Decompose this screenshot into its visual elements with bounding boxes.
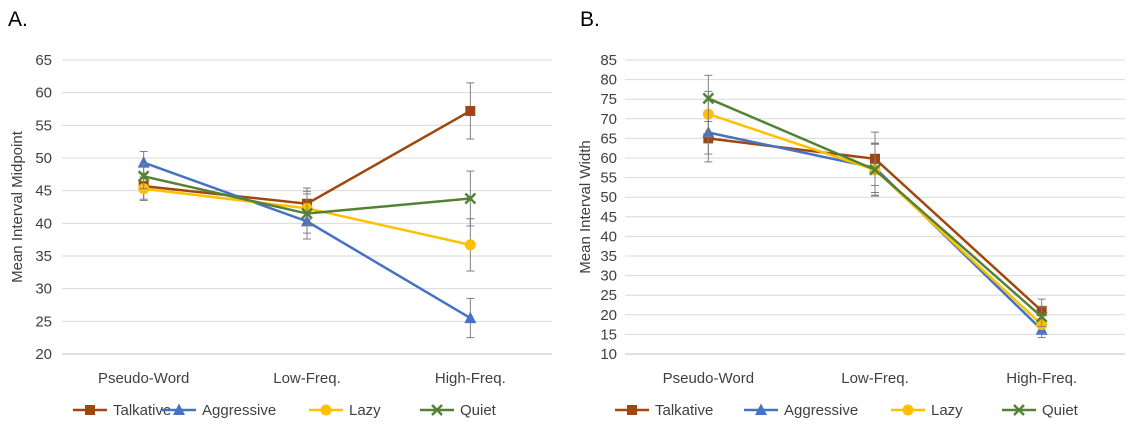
y-axis-label: Mean Interval Midpoint	[9, 130, 26, 283]
y-tick-label: 35	[35, 248, 52, 265]
legend: Talkative Aggressive Lazy Quiet	[615, 402, 1079, 419]
legend-label: Aggressive	[202, 402, 276, 419]
y-tick-label: 40	[35, 215, 52, 232]
y-tick-label: 70	[600, 111, 617, 128]
legend-marker	[902, 404, 914, 416]
series-lazy	[702, 90, 1048, 334]
y-tick-label: 45	[600, 209, 617, 226]
legend-item-talkative: Talkative	[615, 402, 713, 419]
y-tick-label: 10	[600, 346, 617, 363]
y-tick-label: 25	[35, 313, 52, 330]
x-tick-label: High-Freq.	[1006, 370, 1077, 387]
x-tick-label: High-Freq.	[435, 370, 506, 387]
legend-marker	[431, 404, 443, 416]
legend: Talkative Aggressive Lazy Quiet	[73, 402, 497, 419]
data-point	[869, 163, 881, 176]
y-tick-label: 55	[600, 170, 617, 187]
chart-panel-a: A. 20 25 30 35 40 45 50 55 60 65 Mean Interval Midp…	[8, 8, 552, 419]
data-point	[464, 311, 477, 324]
legend-marker	[755, 403, 767, 415]
legend-marker	[1013, 404, 1025, 416]
x-tick-label: Pseudo-Word	[98, 370, 189, 387]
data-point	[137, 156, 150, 168]
y-tick-label: 30	[600, 268, 617, 285]
x-tick-label: Low-Freq.	[273, 370, 341, 387]
legend-item-quiet: Quiet	[420, 402, 497, 419]
legend-label: Lazy	[349, 402, 381, 419]
legend-item-lazy: Lazy	[891, 402, 963, 419]
data-point	[1035, 310, 1048, 323]
legend-marker	[173, 403, 185, 415]
legend-marker	[320, 404, 332, 416]
legend-item-lazy: Lazy	[309, 402, 381, 419]
data-point	[464, 192, 477, 205]
data-point	[702, 92, 715, 105]
y-tick-label: 30	[35, 281, 52, 298]
legend-label: Quiet	[1042, 402, 1079, 419]
legend-marker	[85, 405, 95, 415]
y-tick-label: 65	[35, 52, 52, 69]
y-tick-label: 75	[600, 91, 617, 108]
data-point	[465, 105, 476, 116]
data-point	[137, 170, 150, 183]
y-tick-label: 40	[600, 228, 617, 245]
y-tick-label: 50	[600, 189, 617, 206]
y-tick-label: 60	[35, 85, 52, 102]
chart-panel-b: B. 10 15 20 25 30 35 40 45 50 55 60 65 70 75 80 85 Mean I…	[577, 8, 1125, 419]
y-tick-label: 80	[600, 72, 617, 89]
y-tick-label: 55	[35, 117, 52, 134]
x-tick-label: Pseudo-Word	[663, 370, 754, 387]
legend-item-aggressive: Aggressive	[162, 402, 276, 419]
legend-label: Lazy	[931, 402, 963, 419]
data-point	[464, 239, 476, 251]
data-point	[301, 207, 313, 220]
y-tick-label: 35	[600, 248, 617, 265]
y-tick-label: 50	[35, 150, 52, 167]
y-tick-label: 60	[600, 150, 617, 167]
y-tick-label: 20	[600, 307, 617, 324]
series-aggressive	[137, 150, 477, 339]
legend-item-quiet: Quiet	[1002, 402, 1079, 419]
series-quiet	[137, 163, 477, 234]
series-quiet	[702, 74, 1048, 328]
y-axis-label: Mean Interval Width	[577, 140, 594, 273]
legend-label: Talkative	[655, 402, 713, 419]
panel-label: A.	[8, 8, 28, 31]
legend-item-aggressive: Aggressive	[744, 402, 858, 419]
legend-item-talkative: Talkative	[73, 402, 171, 419]
legend-label: Talkative	[113, 402, 171, 419]
y-tick-label: 85	[600, 52, 617, 69]
y-tick-label: 45	[35, 183, 52, 200]
legend-marker	[627, 405, 637, 415]
y-tick-label: 25	[600, 287, 617, 304]
legend-label: Quiet	[460, 402, 497, 419]
y-tick-label: 65	[600, 130, 617, 147]
panel-label: B.	[580, 8, 600, 31]
series-line	[143, 161, 471, 320]
y-tick-label: 20	[35, 346, 52, 363]
legend-label: Aggressive	[784, 402, 858, 419]
y-tick-label: 15	[600, 326, 617, 343]
x-tick-label: Low-Freq.	[841, 370, 909, 387]
